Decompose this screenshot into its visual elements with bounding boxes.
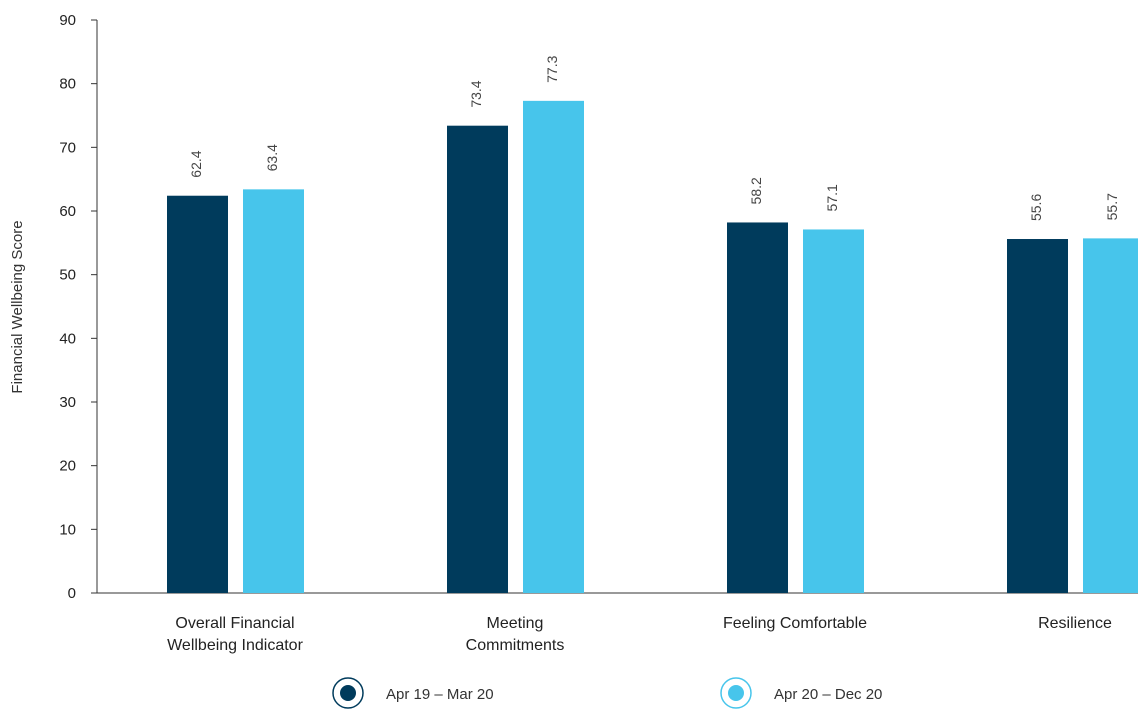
y-tick-label: 60 (59, 203, 76, 220)
data-label: 62.4 (188, 150, 204, 177)
y-tick-label: 10 (59, 521, 76, 538)
data-label: 77.3 (544, 55, 560, 82)
data-label: 57.1 (824, 184, 840, 211)
category-label: Overall Financial (175, 615, 294, 632)
y-tick-label: 50 (59, 267, 76, 284)
y-axis-title: Financial Wellbeing Score (9, 220, 26, 393)
bar-series-2-0 (243, 189, 304, 593)
legend-label: Apr 20 – Dec 20 (774, 686, 882, 703)
bar-series-1-3 (1007, 239, 1068, 593)
y-tick-label: 90 (59, 12, 76, 29)
bar-series-1-1 (447, 125, 508, 593)
bar-series-2-2 (803, 229, 864, 594)
legend-marker-dot (728, 685, 744, 701)
y-tick-label: 70 (59, 139, 76, 156)
data-label: 63.4 (264, 144, 280, 171)
data-label: 73.4 (468, 80, 484, 107)
y-tick-label: 20 (59, 458, 76, 475)
data-label: 55.6 (1028, 194, 1044, 221)
y-tick-label: 0 (68, 585, 76, 602)
legend-label: Apr 19 – Mar 20 (386, 686, 494, 703)
bar-series-1-2 (727, 222, 788, 593)
bar-series-2-1 (523, 100, 584, 594)
bar-series-1-0 (167, 195, 228, 593)
data-label: 55.7 (1104, 193, 1120, 220)
bar-series-2-3 (1083, 238, 1138, 594)
category-label: Meeting (487, 615, 544, 632)
y-tick-label: 80 (59, 76, 76, 93)
legend-marker-dot (340, 685, 356, 701)
category-label: Resilience (1038, 615, 1112, 632)
category-label: Wellbeing Indicator (167, 637, 303, 654)
category-label: Commitments (466, 637, 565, 654)
category-label: Feeling Comfortable (723, 615, 867, 632)
y-tick-label: 40 (59, 330, 76, 347)
y-tick-label: 30 (59, 394, 76, 411)
data-label: 58.2 (748, 177, 764, 204)
